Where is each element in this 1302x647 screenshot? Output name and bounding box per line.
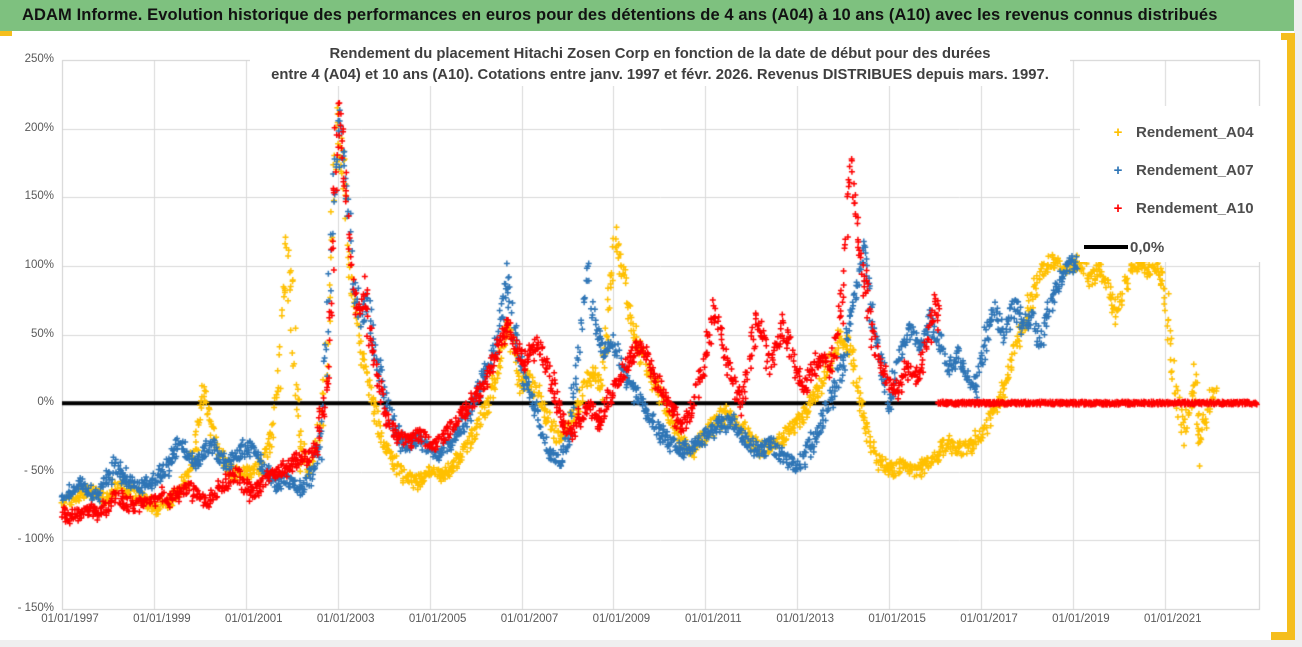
- y-tick-label: 100%: [24, 258, 54, 271]
- plus-marker-icon: +: [1113, 199, 1123, 217]
- y-tick-label: 200%: [24, 121, 54, 134]
- x-tick-label: 01/01/1999: [133, 613, 191, 625]
- right-frame-strip: [1294, 0, 1302, 647]
- legend-item-rendement_a10: + Rendement_A10: [1080, 197, 1262, 219]
- legend-label: 0,0%: [1130, 238, 1165, 256]
- legend-label: Rendement_A10: [1136, 199, 1254, 217]
- legend-label: Rendement_A04: [1136, 123, 1254, 141]
- x-tick-label: 01/01/2021: [1144, 613, 1202, 625]
- gold-border-top-left-stub: [0, 31, 12, 36]
- chart-title-line1: Rendement du placement Hitachi Zosen Cor…: [329, 46, 991, 62]
- legend-item-zero-line: 0,0%: [1080, 236, 1262, 258]
- gold-border-right-bar: [1287, 33, 1295, 640]
- legend-item-rendement_a04: + Rendement_A04: [1080, 121, 1262, 143]
- y-tick-label: 250%: [24, 53, 54, 65]
- y-tick-label: 50%: [30, 327, 54, 340]
- chart-legend: + Rendement_A04 + Rendement_A07 + Rendement_A…: [1080, 106, 1262, 262]
- x-tick-label: 01/01/2013: [776, 613, 834, 625]
- y-tick-label: - 50%: [23, 464, 54, 477]
- y-tick-label: - 150%: [17, 602, 54, 614]
- gold-border-bottom-right-corner: [1271, 632, 1295, 640]
- zero-line-swatch: [1084, 245, 1128, 249]
- chart-title: Rendement du placement Hitachi Zosen Cor…: [250, 44, 1070, 86]
- bottom-frame-strip: [0, 640, 1302, 647]
- x-tick-label: 01/01/2007: [500, 613, 559, 625]
- x-tick-label: 01/01/2009: [592, 613, 651, 625]
- y-tick-label: 0%: [37, 396, 54, 409]
- plus-marker-icon: +: [1113, 123, 1123, 141]
- x-tick-label: 01/01/2003: [316, 613, 375, 625]
- legend-item-rendement_a07: + Rendement_A07: [1080, 159, 1262, 181]
- x-tick-label: 01/01/1997: [41, 613, 99, 625]
- y-tick-label: - 100%: [17, 533, 54, 546]
- x-tick-label: 01/01/2011: [684, 613, 742, 625]
- y-tick-label: 150%: [24, 190, 54, 203]
- x-tick-label: 01/01/2019: [1052, 613, 1110, 625]
- plus-marker-icon: +: [1113, 161, 1123, 179]
- legend-label: Rendement_A07: [1136, 161, 1254, 179]
- x-tick-label: 01/01/2015: [868, 613, 926, 625]
- x-tick-label: 01/01/2001: [225, 613, 283, 625]
- x-tick-label: 01/01/2017: [960, 613, 1018, 625]
- chart-title-line2: entre 4 (A04) et 10 ans (A10). Cotations…: [271, 67, 1049, 83]
- x-tick-label: 01/01/2005: [408, 613, 467, 625]
